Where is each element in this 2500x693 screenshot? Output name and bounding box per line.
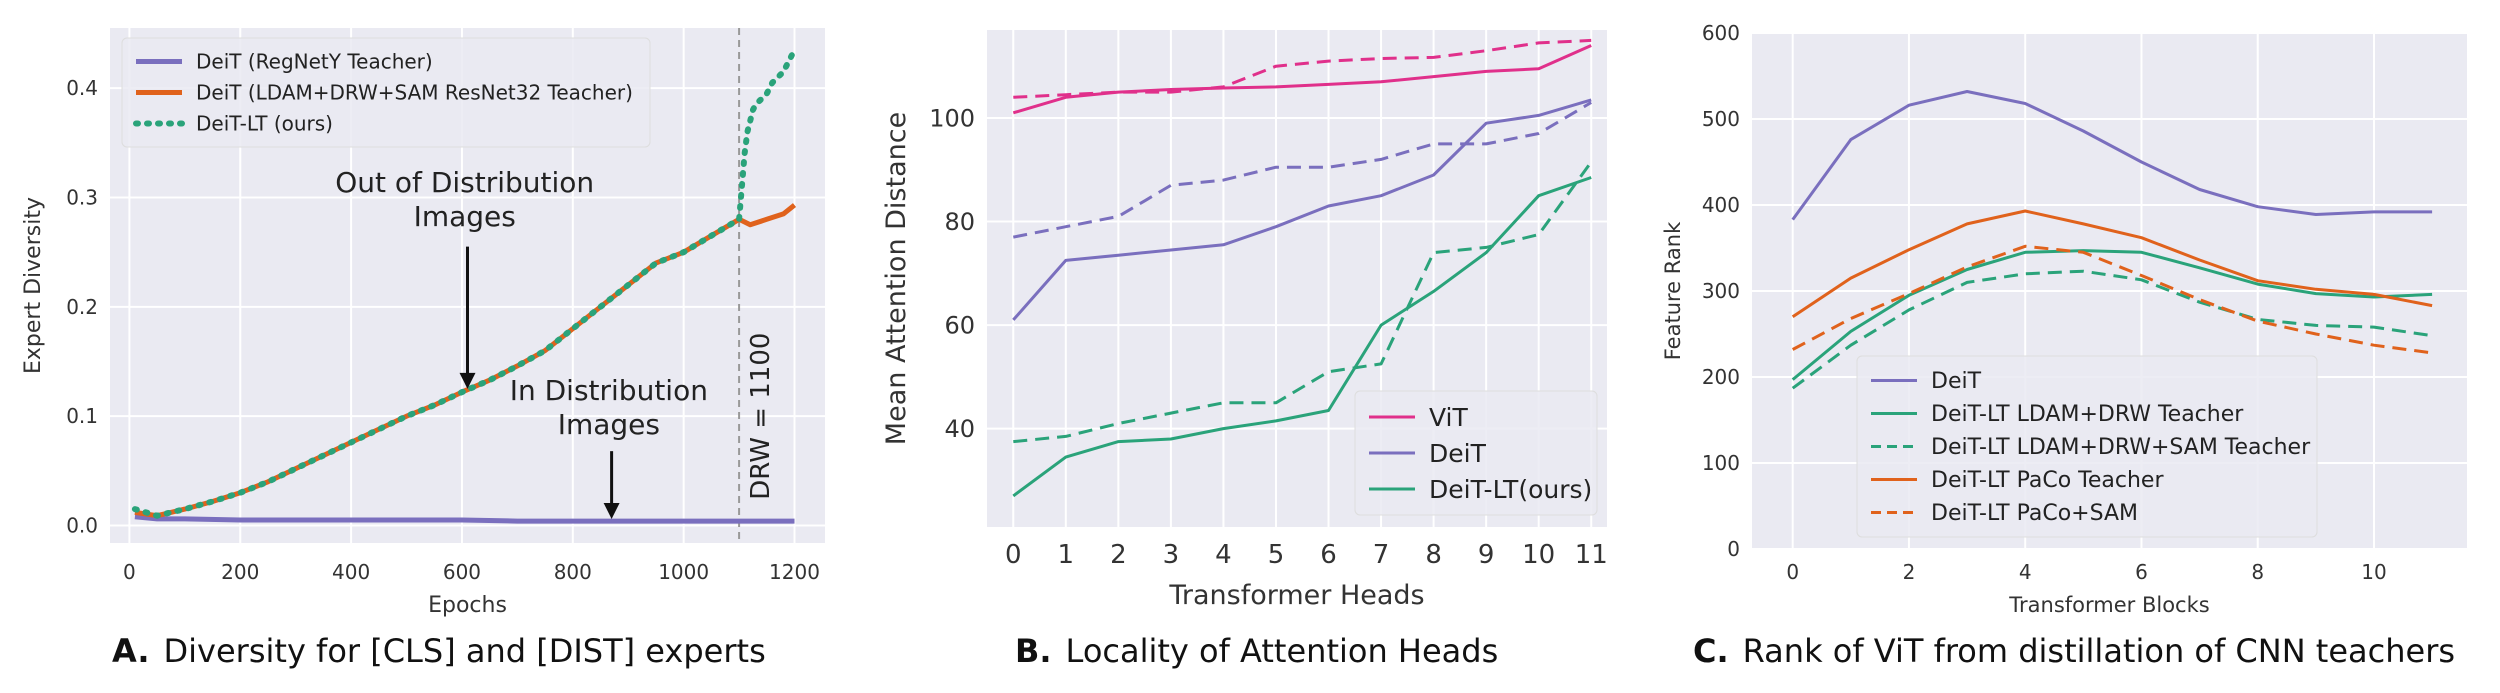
x-tick-label: 1200 — [769, 560, 820, 584]
legend: DeiT DeiT-LT LDAM+DRW Teacher DeiT-LT LDAM… — [1856, 355, 2318, 538]
x-tick-label: 4 — [1215, 540, 1232, 570]
legend-entry: DeiT — [1931, 369, 1982, 394]
legend-entry: ViT — [1429, 403, 1468, 432]
y-tick-label: 300 — [1702, 279, 1740, 303]
legend-entry: DeiT-LT LDAM+DRW Teacher — [1931, 402, 2244, 427]
y-tick-label: 100 — [929, 104, 975, 132]
series-line-deit — [1791, 90, 2433, 221]
x-axis-label: Transformer Heads — [1168, 580, 1424, 611]
series-line-deit-lt-ours- — [1012, 176, 1592, 498]
series-line-deit-regnety-teacher- — [134, 514, 795, 524]
series-line-deit-lt-ldam-drw-teacher — [1791, 249, 2433, 381]
y-tick-label: 400 — [1702, 193, 1740, 217]
annotation-arrowhead — [603, 502, 620, 519]
series-line-deit-lt-paco-teacher — [1791, 209, 2433, 319]
x-tick-label: 600 — [443, 560, 481, 584]
legend-entry: DeiT (LDAM+DRW+SAM ResNet32 Teacher) — [196, 81, 633, 105]
y-tick-label: 60 — [944, 311, 975, 339]
caption-b-text: Locality of Attention Heads — [1065, 632, 1499, 670]
legend-entry: DeiT-LT PaCo Teacher — [1931, 468, 2164, 493]
x-tick-label: 6 — [2135, 560, 2148, 584]
legend: ViT DeiT DeiT-LT(ours) — [1354, 390, 1598, 516]
legend-entry: DeiT-LT PaCo+SAM — [1931, 501, 2138, 526]
x-tick-label: 0 — [1786, 560, 1799, 584]
y-tick-label: 40 — [944, 415, 975, 443]
y-tick-label: 0.3 — [66, 185, 98, 209]
annotation-text: Out of Distribution — [335, 166, 594, 199]
series-line-dashed-3 — [1013, 101, 1592, 239]
y-tick-label: 80 — [944, 208, 975, 236]
x-tick-label: 11 — [1575, 540, 1608, 570]
y-tick-label: 500 — [1702, 107, 1740, 131]
y-tick-label: 0 — [1727, 537, 1740, 561]
legend-entry: DeiT-LT (ours) — [196, 112, 333, 136]
x-tick-label: 0 — [123, 560, 136, 584]
drw-marker-label: DRW = 1100 — [746, 333, 776, 500]
caption-a-letter: A. — [112, 632, 150, 670]
annotation-text: Images — [558, 408, 660, 441]
x-tick-label: 4 — [2019, 560, 2032, 584]
series-line-dashed-5 — [1013, 161, 1593, 444]
x-tick-label: 5 — [1268, 540, 1285, 570]
x-tick-label: 400 — [332, 560, 370, 584]
y-tick-label: 0.1 — [66, 404, 98, 428]
x-tick-label: 10 — [2361, 560, 2386, 584]
annotation-arrowhead — [459, 372, 476, 389]
y-tick-label: 0.2 — [66, 295, 98, 319]
x-tick-label: 1000 — [658, 560, 709, 584]
y-axis-label: Feature Rank — [1661, 221, 1685, 360]
caption-c-text: Rank of ViT from distillation of CNN tea… — [1742, 632, 2456, 670]
x-tick-label: 800 — [554, 560, 592, 584]
y-tick-label: 100 — [1702, 451, 1740, 475]
x-tick-label: 3 — [1163, 540, 1180, 570]
x-tick-label: 7 — [1373, 540, 1390, 570]
x-tick-label: 1 — [1058, 540, 1075, 570]
legend-box — [1856, 355, 2318, 538]
x-tick-label: 8 — [1425, 540, 1442, 570]
y-tick-label: 600 — [1702, 21, 1740, 45]
caption-c-letter: C. — [1693, 632, 1729, 670]
caption-b-letter: B. — [1015, 632, 1052, 670]
series-line-deit-lt-ours- — [131, 46, 798, 519]
x-tick-label: 6 — [1320, 540, 1337, 570]
annotation-text: In Distribution — [510, 374, 708, 407]
x-tick-label: 2 — [1110, 540, 1127, 570]
y-axis-label: Expert Diversity — [21, 197, 46, 374]
x-tick-label: 0 — [1005, 540, 1022, 570]
legend: DeiT (RegNetY Teacher) DeiT (LDAM+DRW+SAM… — [121, 37, 651, 148]
x-tick-label: 8 — [2251, 560, 2264, 584]
legend-box — [1354, 390, 1598, 516]
x-axis-label: Epochs — [428, 593, 507, 618]
caption-a-text: Diversity for [CLS] and [DIST] experts — [163, 632, 766, 670]
x-axis-label: Transformer Blocks — [2008, 593, 2209, 617]
series-line-deit-lt-paco-sam — [1791, 244, 2433, 355]
legend-box — [121, 37, 651, 148]
legend-entry: DeiT-LT(ours) — [1429, 475, 1592, 504]
series-line-dashed-1 — [1013, 38, 1592, 99]
chart-panel-a: 0 200 400 600 800 1000 1200 0.0 0.1 0.2 0.3 0.4 Epoc… — [21, 28, 825, 618]
series-line-deit — [1012, 98, 1592, 321]
x-tick-label: 200 — [221, 560, 259, 584]
caption-a: A. Diversity for [CLS] and [DIST] experts — [112, 632, 766, 670]
x-tick-label: 10 — [1522, 540, 1555, 570]
caption-b: B. Locality of Attention Heads — [1015, 632, 1498, 670]
annotation-text: Images — [414, 200, 516, 233]
caption-c: C. Rank of ViT from distillation of CNN t… — [1693, 632, 2455, 670]
chart-panel-b: 0 1 2 3 4 5 6 7 8 9 10 11 40 60 80 100 Transformer Heads… — [881, 30, 1608, 611]
x-tick-label: 2 — [1903, 560, 1916, 584]
y-axis-label: Mean Attention Distance — [881, 112, 912, 445]
y-tick-label: 200 — [1702, 365, 1740, 389]
y-tick-label: 0.0 — [66, 514, 98, 538]
legend-entry: DeiT (RegNetY Teacher) — [196, 50, 433, 74]
legend-entry: DeiT-LT LDAM+DRW+SAM Teacher — [1931, 435, 2311, 460]
y-tick-label: 0.4 — [66, 76, 98, 100]
x-tick-label: 9 — [1478, 540, 1495, 570]
legend-entry: DeiT — [1429, 439, 1487, 468]
